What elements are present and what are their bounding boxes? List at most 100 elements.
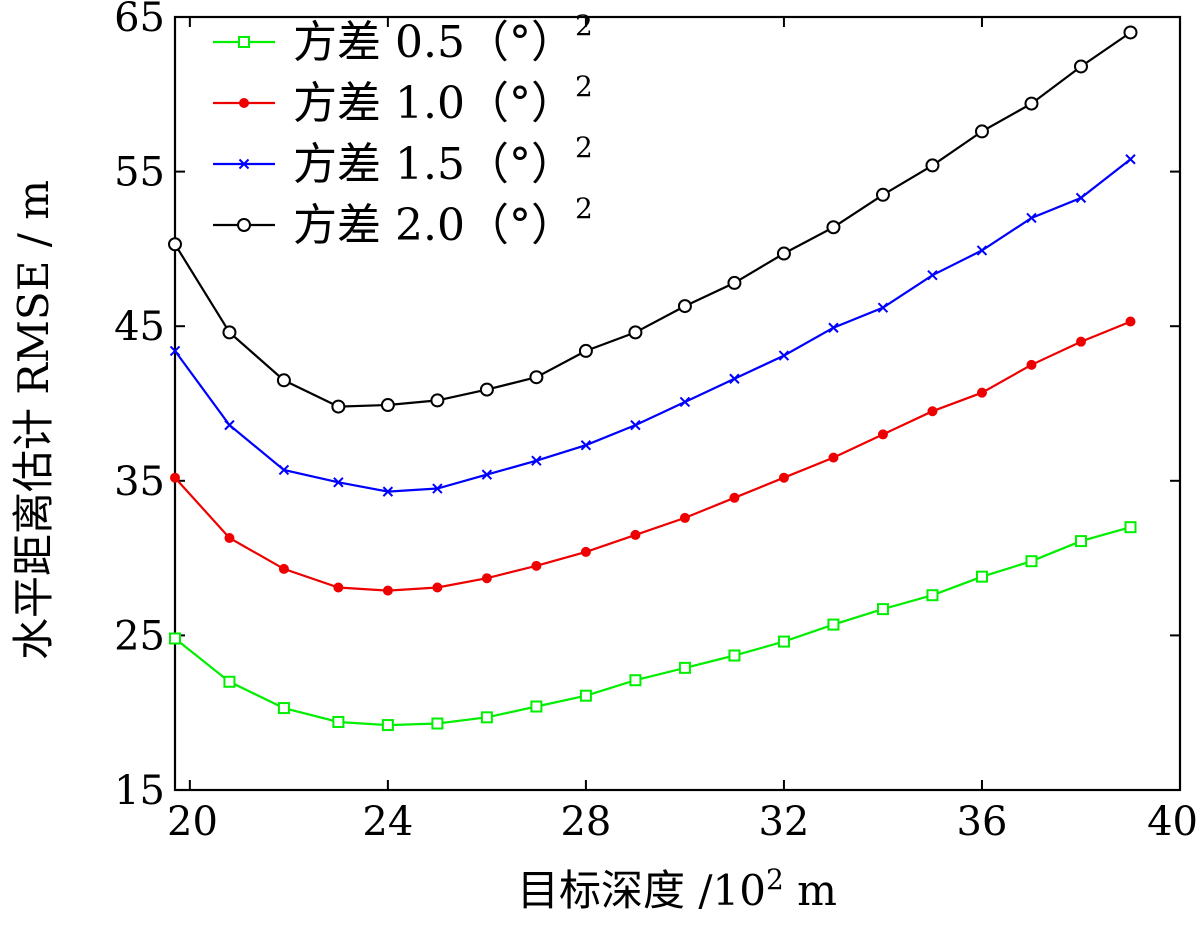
data-point (580, 546, 591, 557)
data-point (169, 345, 181, 357)
legend-item: 方差 1.0（°）2 (213, 70, 593, 129)
data-point (679, 512, 690, 523)
data-point (333, 477, 344, 488)
data-point (1026, 359, 1037, 370)
data-point (827, 618, 840, 631)
data-point (1026, 212, 1037, 224)
data-point (578, 343, 593, 358)
legend-marker (237, 218, 251, 232)
legend-item: 方差 0.5（°）2 (213, 9, 593, 68)
data-point (1123, 25, 1138, 40)
data-point (333, 582, 344, 593)
data-point (1073, 59, 1088, 74)
data-point (223, 675, 236, 688)
data-point (728, 649, 741, 662)
data-point (976, 387, 987, 398)
data-point (529, 370, 544, 385)
x-tick-label: 36 (957, 799, 1008, 845)
data-point (877, 429, 888, 440)
data-point (828, 452, 839, 463)
legend-item: 方差 1.5（°）2 (213, 131, 593, 190)
data-point (224, 533, 235, 544)
data-point (1125, 154, 1136, 165)
data-point (628, 325, 643, 340)
y-tick-label: 35 (114, 459, 165, 505)
y-axis-title: 水平距离估计 RMSE / m (9, 180, 58, 660)
data-point (630, 419, 641, 431)
data-point (927, 269, 938, 281)
data-point (432, 483, 443, 494)
data-point (530, 700, 543, 713)
data-point (629, 674, 642, 687)
x-tick-label: 20 (167, 799, 218, 845)
data-point (876, 603, 889, 616)
data-point (729, 373, 740, 384)
data-point (727, 275, 742, 290)
data-point (481, 469, 493, 480)
legend-marker (238, 36, 250, 48)
data-point (926, 589, 939, 602)
y-tick-label: 55 (114, 150, 165, 196)
y-tick-label: 45 (114, 304, 165, 350)
y-tick-label: 15 (114, 768, 165, 814)
data-point (679, 396, 691, 408)
legend-marker (239, 98, 249, 108)
data-point (1074, 535, 1087, 548)
legend-item: 方差 2.0（°）2 (213, 192, 593, 251)
data-point (579, 689, 592, 702)
data-point (778, 472, 789, 483)
data-point (877, 302, 889, 313)
data-point (828, 322, 839, 333)
series-3 (169, 154, 1136, 497)
data-point (826, 220, 841, 235)
series-1 (169, 521, 1137, 732)
data-point (430, 393, 445, 408)
data-point (976, 245, 988, 256)
data-point (1125, 316, 1136, 327)
series-2 (170, 316, 1136, 596)
legend-label: 方差 0.5（°）2 (293, 9, 593, 68)
axes (173, 15, 1182, 792)
series-line (174, 31, 1132, 408)
x-axis-title: 目标深度 /102 m (517, 863, 837, 915)
plot-frame (173, 15, 1182, 792)
series-line (174, 320, 1131, 592)
data-point (277, 702, 290, 715)
data-point (170, 472, 180, 483)
data-point (331, 399, 346, 414)
series-line (174, 158, 1132, 493)
data-point (975, 570, 988, 583)
data-point (927, 406, 938, 417)
data-point (432, 582, 443, 593)
data-point (168, 237, 182, 252)
x-tick-label: 28 (560, 799, 611, 845)
ticks: 20 24 28 32 36 40 15 25 35 45 55 65 (114, 0, 1198, 845)
data-point (332, 715, 345, 728)
data-point (1075, 336, 1086, 347)
data-point (974, 124, 989, 139)
data-point (678, 661, 691, 674)
data-point (224, 419, 235, 431)
data-point (580, 440, 592, 451)
data-point (380, 398, 395, 413)
data-point (1024, 96, 1039, 111)
data-point (480, 711, 493, 724)
series-4 (168, 25, 1138, 414)
data-point (276, 373, 291, 388)
data-point (431, 717, 444, 730)
data-point (875, 187, 890, 202)
data-point (381, 719, 394, 732)
data-point (630, 529, 641, 540)
data-point (481, 573, 492, 584)
legend-label: 方差 1.0（°）2 (293, 70, 593, 129)
y-tick-label: 25 (114, 613, 165, 659)
data-point (1025, 555, 1038, 568)
data-point (222, 325, 237, 340)
series-line (174, 526, 1131, 727)
x-tick-label: 32 (758, 799, 809, 845)
data-point (777, 635, 790, 648)
data-point (925, 158, 940, 173)
data-point (1075, 192, 1087, 204)
x-tick-label: 40 (1147, 799, 1198, 845)
data-point (778, 350, 790, 361)
